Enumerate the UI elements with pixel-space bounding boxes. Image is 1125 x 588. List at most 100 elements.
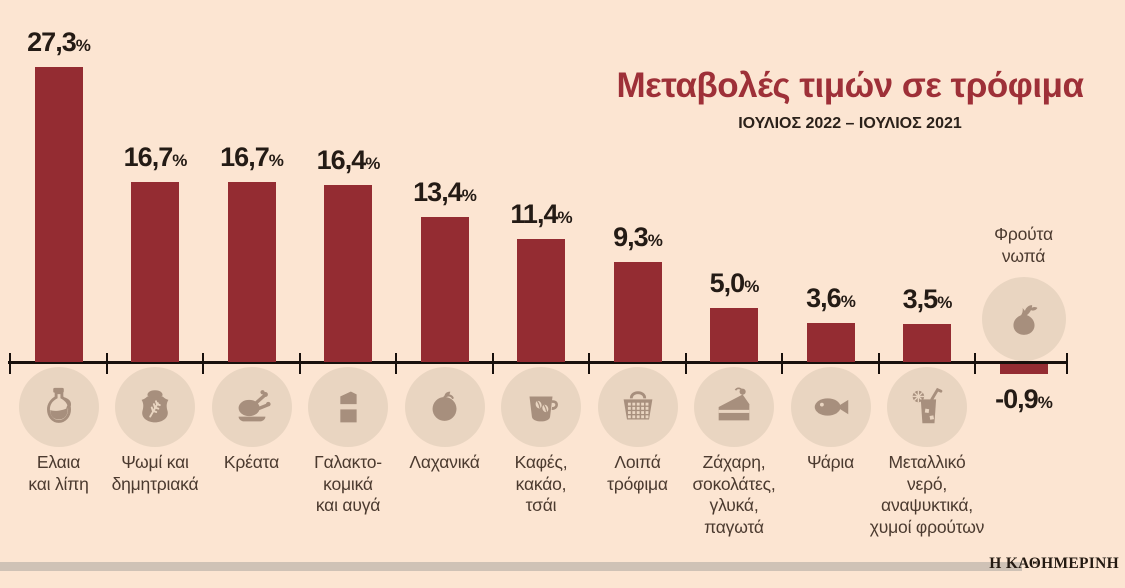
category-label-line: Ψωμί και (121, 452, 189, 472)
bar-1 (34, 67, 83, 362)
oil-bottle-icon (46, 387, 71, 423)
percent-sign: % (647, 231, 663, 250)
percent-sign: % (461, 186, 477, 205)
coffee-cup-icon (529, 396, 558, 422)
x-axis-line (8, 361, 1068, 364)
category-label-3: Κρέατα (182, 452, 322, 474)
axis-tick (588, 353, 591, 374)
bar-4 (324, 185, 372, 362)
value-number: 16,7 (123, 142, 174, 172)
percent-sign: % (172, 151, 187, 170)
category-label-line: και αυγά (315, 495, 381, 515)
category-label-line: γλυκά, (709, 495, 759, 515)
value-label-5: 13,4% (375, 177, 515, 208)
milk-carton-icon (339, 391, 358, 423)
axis-tick (1066, 353, 1068, 374)
category-label-4: Γαλακτο-κομικά και αυγά (278, 452, 418, 517)
axis-tick (684, 353, 687, 374)
category-icon-circle (501, 367, 581, 447)
category-label-line: Φρούτα (994, 224, 1053, 244)
category-label-line: τρόφιμα (607, 473, 668, 494)
soft-drink-icon (912, 387, 943, 424)
category-label-line: νωπά (1001, 245, 1046, 266)
bar-5 (420, 217, 469, 362)
bar-7 (613, 262, 662, 362)
category-label-5: Λαχανικά (375, 452, 515, 474)
value-number: -0,9 (995, 384, 1039, 414)
category-icon-circle (308, 367, 388, 447)
value-label-4: 16,4% (278, 145, 418, 176)
value-number: 5,0 (709, 268, 746, 298)
value-label-9: 3,6% (761, 283, 901, 314)
category-label-line: κακάο, (515, 473, 567, 494)
percent-sign: % (75, 36, 91, 55)
category-icon-circle (887, 367, 967, 447)
value-number: 9,3 (613, 222, 649, 252)
bar-6 (517, 239, 565, 362)
value-label-8: 5,0% (664, 268, 804, 299)
footer-divider (0, 562, 1022, 571)
percent-sign: % (365, 154, 380, 173)
value-number: 13,4 (413, 177, 463, 207)
category-label-line: Λαχανικά (409, 452, 480, 472)
axis-tick (877, 353, 880, 374)
percent-sign: % (937, 293, 952, 312)
pear-icon (1012, 305, 1037, 335)
category-label-line: νερό, (906, 473, 948, 494)
axis-tick (781, 353, 784, 374)
bar-8 (710, 308, 758, 362)
axis-tick (202, 353, 205, 374)
bar-9 (806, 323, 855, 362)
category-label-line: Ψάρια (806, 452, 855, 472)
axis-tick (9, 353, 11, 374)
axis-tick (395, 353, 398, 374)
bar-3 (227, 182, 276, 362)
axis-tick (974, 353, 977, 374)
category-label-line: Ελαια (36, 452, 81, 472)
category-icon-circle (115, 367, 195, 447)
category-label-line: Λοιπά (614, 452, 661, 472)
fish-icon (814, 398, 848, 416)
value-number: 3,6 (806, 283, 842, 313)
category-icon-circle (18, 367, 99, 447)
category-label-7: Λοιπά τρόφιμα (568, 452, 708, 495)
brand-logo: Η ΚΑΘΗΜΕΡΙΝΗ (989, 555, 1119, 572)
category-label-line: Γαλακτο- (314, 452, 382, 472)
category-label-8: Ζάχαρη, σοκολάτες, γλυκά, παγωτά (664, 452, 804, 538)
category-label-9: Ψάρια (761, 452, 901, 474)
value-number: 3,5 (902, 284, 939, 314)
percent-sign: % (268, 151, 284, 170)
category-label-line: παγωτά (704, 516, 764, 537)
chart-subtitle: ΙΟΥΛΙΟΣ 2022 – ΙΟΥΛΙΟΣ 2021 (738, 115, 962, 132)
value-label-3: 16,7% (182, 142, 322, 173)
category-icon-circle (790, 367, 871, 447)
value-label-1: 27,3% (0, 27, 129, 58)
bar-2 (131, 182, 179, 362)
percent-sign: % (557, 208, 572, 227)
category-icon-circle (404, 367, 485, 447)
bar-11 (999, 364, 1048, 374)
category-label-2: Ψωμί και δημητριακά (85, 452, 225, 495)
axis-tick (491, 353, 494, 374)
value-label-10: 3,5% (857, 284, 997, 315)
percent-sign: % (840, 292, 856, 311)
category-label-line: σοκολάτες, (692, 473, 776, 494)
shopping-basket-icon (623, 391, 652, 420)
poultry-icon (238, 390, 271, 422)
axis-tick (105, 353, 108, 374)
cake-slice-icon (718, 387, 750, 421)
category-label-line: Καφές, (514, 452, 568, 472)
value-number: 16,7 (220, 142, 270, 172)
chart-title: Μεταβολές τιμών σε τρόφιμα (616, 66, 1085, 105)
value-label-7: 9,3% (568, 222, 708, 253)
category-label-line: χυμοί φρούτων (869, 516, 985, 537)
category-label-line: τσάι (525, 495, 557, 515)
category-label-line: Κρέατα (223, 452, 280, 472)
value-label-6: 11,4% (471, 199, 611, 230)
bar-10 (903, 324, 951, 362)
category-label-6: Καφές, κακάο, τσάι (471, 452, 611, 517)
category-label-line: κομικά (323, 473, 373, 494)
tomato-icon (432, 391, 456, 421)
grain-sack-icon (141, 390, 169, 423)
